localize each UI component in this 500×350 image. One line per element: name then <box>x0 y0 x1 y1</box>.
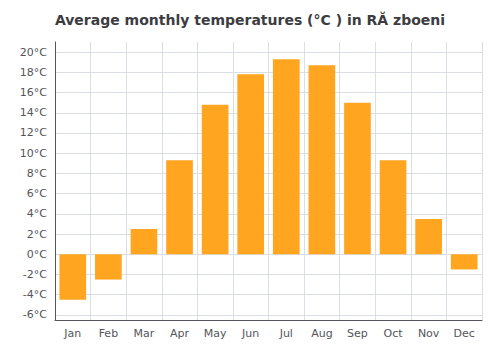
svg-text:10°C: 10°C <box>20 147 47 160</box>
svg-text:Aug: Aug <box>311 327 332 340</box>
svg-text:4°C: 4°C <box>27 207 47 220</box>
svg-text:Jun: Jun <box>241 327 259 340</box>
svg-text:Nov: Nov <box>418 327 440 340</box>
svg-text:0°C: 0°C <box>27 248 47 261</box>
svg-text:-6°C: -6°C <box>23 308 47 321</box>
svg-text:May: May <box>204 327 227 340</box>
svg-text:8°C: 8°C <box>27 167 47 180</box>
svg-text:14°C: 14°C <box>20 106 47 119</box>
svg-text:20°C: 20°C <box>20 46 47 59</box>
svg-text:-2°C: -2°C <box>23 268 47 281</box>
svg-text:Sep: Sep <box>347 327 368 340</box>
svg-text:Dec: Dec <box>454 327 475 340</box>
svg-text:Feb: Feb <box>99 327 118 340</box>
svg-text:Oct: Oct <box>384 327 404 340</box>
svg-text:2°C: 2°C <box>27 228 47 241</box>
svg-text:12°C: 12°C <box>20 126 47 139</box>
svg-text:Jan: Jan <box>63 327 81 340</box>
svg-text:Mar: Mar <box>134 327 155 340</box>
svg-text:18°C: 18°C <box>20 66 47 79</box>
svg-text:Apr: Apr <box>170 327 190 340</box>
svg-text:Jul: Jul <box>279 327 293 340</box>
svg-text:-4°C: -4°C <box>23 288 47 301</box>
svg-text:16°C: 16°C <box>20 86 47 99</box>
svg-text:6°C: 6°C <box>27 187 47 200</box>
svg-text:Average monthly temperatures (: Average monthly temperatures (°C ) in RĂ… <box>55 11 445 28</box>
